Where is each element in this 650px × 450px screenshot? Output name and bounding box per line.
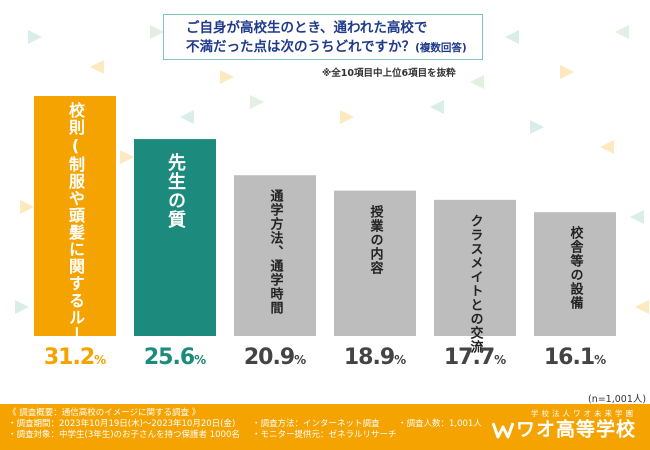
bar-3 xyxy=(234,175,316,336)
value-unit: % xyxy=(94,353,107,367)
brand-block: 学校法人ワオ未来学園 ワオ高等学校 xyxy=(491,408,636,441)
brand-org: 学校法人ワオ未来学園 xyxy=(531,409,636,418)
background-triangle xyxy=(635,300,649,314)
value-unit: % xyxy=(594,353,607,367)
brand-name: ワオ高等学校 xyxy=(515,418,636,441)
background-triangle xyxy=(250,95,264,109)
background-triangle xyxy=(470,75,484,89)
background-triangle xyxy=(340,110,354,124)
survey-overview: 《 調査概要：通信高校のイメージに関する調査 》 xyxy=(8,408,201,418)
category-label-2: 先生の質 xyxy=(165,153,186,230)
chart-title-line2: 不満だった点は次のうちどれですか？(複数回答) xyxy=(186,38,482,58)
category-label-5: クラスメイトとの交流 xyxy=(467,213,483,354)
value-label-2: 25.6% xyxy=(129,345,221,370)
background-triangle xyxy=(120,150,134,164)
value-number: 20.9 xyxy=(243,345,295,370)
chart-title-sub: (複数回答) xyxy=(415,42,467,54)
value-label-1: 31.2% xyxy=(29,345,121,370)
background-triangle xyxy=(600,140,614,154)
survey-period: ・調査期間：2023年10月19日(木)～2023年10月20日(金) xyxy=(8,419,236,429)
background-triangle xyxy=(90,60,104,74)
background-triangle xyxy=(180,110,194,124)
background-triangle xyxy=(430,100,444,114)
bar-4 xyxy=(334,190,416,336)
value-unit: % xyxy=(494,353,507,367)
background-triangle xyxy=(530,120,544,134)
background-triangle xyxy=(615,25,629,39)
survey-target: ・調査対象：中学生(3年生)のお子さんを持つ保護者 1000名 xyxy=(8,430,240,440)
value-number: 17.7 xyxy=(443,345,495,370)
value-unit: % xyxy=(194,353,207,367)
bar-5 xyxy=(434,199,516,336)
value-unit: % xyxy=(294,353,307,367)
value-unit: % xyxy=(394,353,407,367)
chart-title-line1: ご自身が高校生のとき、通われた高校で xyxy=(186,20,428,36)
category-label-6: 校舎等の設備 xyxy=(567,226,583,311)
brand-name-row: ワオ高等学校 xyxy=(491,418,636,441)
value-label-4: 18.9% xyxy=(329,345,421,370)
sample-size-note: (n=1,001人) xyxy=(588,394,647,405)
survey-count: ・調査人数：1,001人 xyxy=(398,419,482,429)
chart-title-main: 不満だった点は次のうちどれですか？ xyxy=(186,39,416,55)
background-triangle xyxy=(20,200,34,214)
value-label-3: 20.9% xyxy=(229,345,321,370)
survey-footer: 《 調査概要：通信高校のイメージに関する調査 》 ・調査期間：2023年10月1… xyxy=(0,404,650,450)
footer-col-right: ・調査人数：1,001人 xyxy=(398,419,482,430)
footer-col-left: 《 調査概要：通信高校のイメージに関する調査 》 ・調査期間：2023年10月1… xyxy=(8,408,240,441)
chart-title-box: ご自身が高校生のとき、通われた高校で 不満だった点は次のうちどれですか？(複数回… xyxy=(163,14,483,60)
category-label-3: 通学方法、通学時間 xyxy=(267,189,283,316)
footer-col-mid: ・調査方法：インターネット調査 ・モニター提供元：ゼネラルリサーチ xyxy=(252,419,397,441)
value-number: 31.2 xyxy=(43,345,95,370)
background-triangle xyxy=(15,300,29,314)
brand-logo-icon xyxy=(491,422,514,439)
background-triangle xyxy=(28,30,42,44)
background-triangle xyxy=(220,70,234,84)
category-label-1: 校則(制服や頭髪に関するルール等) xyxy=(66,102,85,397)
value-label-5: 17.7% xyxy=(429,345,521,370)
value-number: 25.6 xyxy=(143,345,195,370)
background-triangle xyxy=(505,30,519,44)
bar-6 xyxy=(534,212,616,336)
survey-monitor: ・モニター提供元：ゼネラルリサーチ xyxy=(252,430,397,440)
background-triangle xyxy=(630,210,644,224)
value-number: 18.9 xyxy=(343,345,395,370)
category-label-4: 授業の内容 xyxy=(367,204,383,275)
survey-method: ・調査方法：インターネット調査 xyxy=(252,419,380,429)
bar-1 xyxy=(34,96,116,336)
selection-note: ※全10項目中上位6項目を抜粋 xyxy=(322,68,456,79)
background-triangle xyxy=(150,25,164,39)
background-triangle xyxy=(560,65,574,79)
value-label-6: 16.1% xyxy=(529,345,621,370)
value-number: 16.1 xyxy=(543,345,595,370)
bar-2 xyxy=(134,139,216,336)
